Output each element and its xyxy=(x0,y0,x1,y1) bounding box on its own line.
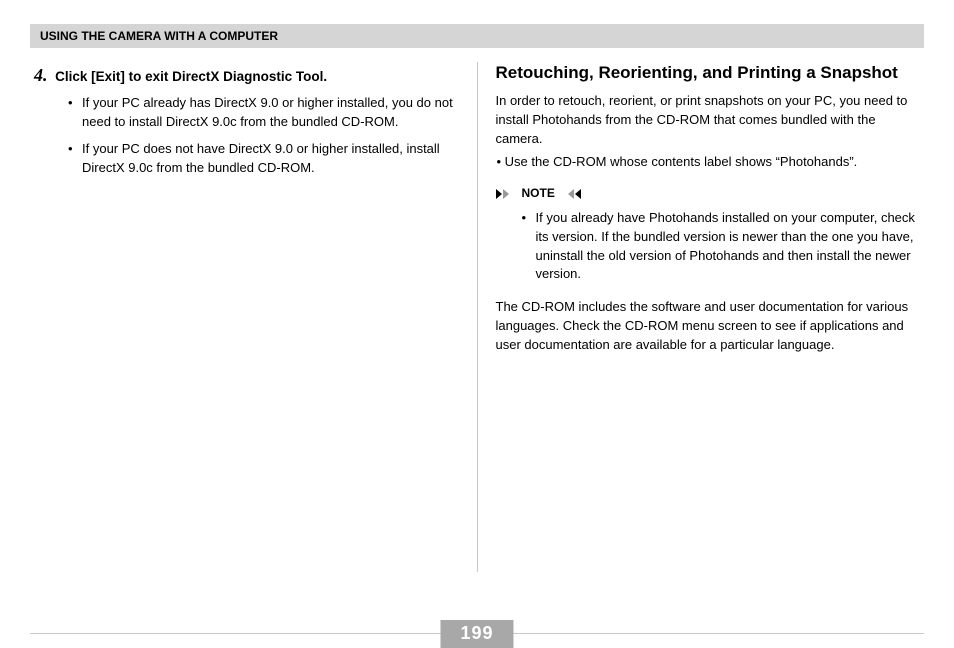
section-header-text: USING THE CAMERA WITH A COMPUTER xyxy=(40,29,278,43)
step-instruction: Click [Exit] to exit DirectX Diagnostic … xyxy=(55,69,327,84)
note-label-row: NOTE xyxy=(496,185,921,202)
list-item: If your PC already has DirectX 9.0 or hi… xyxy=(68,94,459,132)
note-label-text: NOTE xyxy=(522,185,555,202)
note-bullet-list: If you already have Photohands installed… xyxy=(496,209,921,284)
step-number: 4. xyxy=(34,65,48,85)
intro-bullet: • Use the CD-ROM whose contents label sh… xyxy=(496,153,921,172)
right-column: Retouching, Reorienting, and Printing a … xyxy=(478,62,925,572)
note-icon-left xyxy=(496,189,516,199)
section-title: Retouching, Reorienting, and Printing a … xyxy=(496,62,921,84)
page-footer: 199 xyxy=(30,621,924,622)
closing-paragraph: The CD-ROM includes the software and use… xyxy=(496,298,921,355)
page-number-badge: 199 xyxy=(440,620,513,648)
content-columns: 4. Click [Exit] to exit DirectX Diagnost… xyxy=(30,62,924,572)
step-4-heading: 4. Click [Exit] to exit DirectX Diagnost… xyxy=(34,62,459,88)
section-header-bar: USING THE CAMERA WITH A COMPUTER xyxy=(30,24,924,48)
list-item: If you already have Photohands installed… xyxy=(522,209,921,284)
intro-paragraph: In order to retouch, reorient, or print … xyxy=(496,92,921,149)
note-icon-right xyxy=(561,189,581,199)
page-number: 199 xyxy=(460,623,493,643)
step-4-notes: If your PC already has DirectX 9.0 or hi… xyxy=(34,94,459,177)
left-column: 4. Click [Exit] to exit DirectX Diagnost… xyxy=(30,62,477,572)
list-item: If your PC does not have DirectX 9.0 or … xyxy=(68,140,459,178)
